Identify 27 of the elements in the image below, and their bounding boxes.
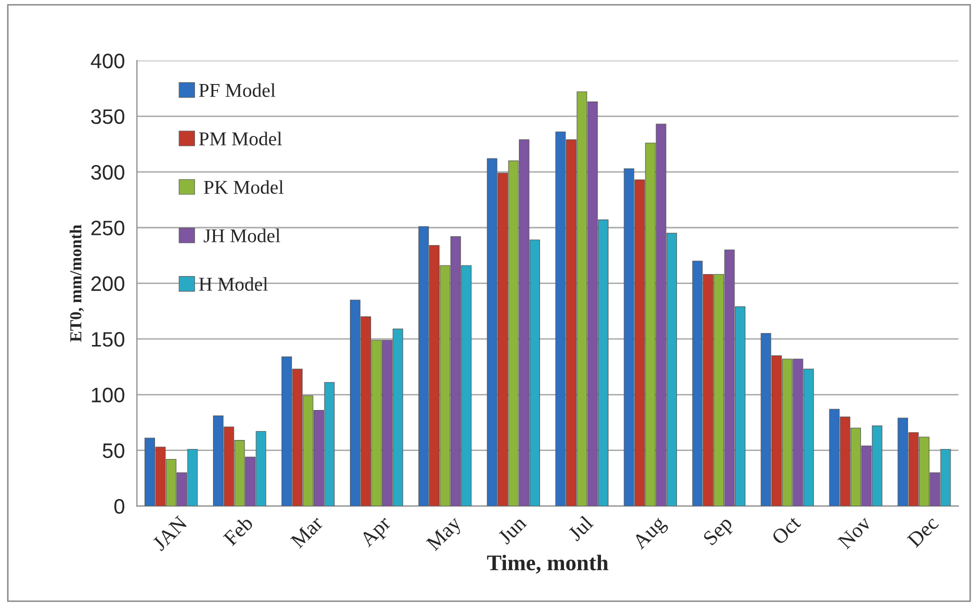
x-tick-label: Jul [566, 514, 594, 542]
x-tick-label: Dec [906, 515, 940, 548]
legend-label: PF Model [199, 83, 276, 97]
x-tick-label: Feb [222, 514, 254, 546]
x-tick-label: Jun [497, 515, 528, 545]
y-tick-label: 100 [92, 388, 124, 402]
legend-label: PM Model [199, 132, 282, 146]
x-tick-label: Mar [290, 515, 324, 549]
y-tick-label: 300 [91, 164, 124, 180]
y-tick-label: 200 [91, 276, 124, 292]
legend-label: H Model [199, 277, 268, 291]
y-tick-label: 250 [91, 220, 124, 236]
x-tick-label: Oct [771, 514, 802, 546]
x-tick-label: Apr [359, 514, 395, 550]
x-axis-title: Time, month [487, 554, 608, 574]
legend-label: PK Model [204, 180, 284, 194]
y-axis-title: ET0, mm/month [70, 224, 84, 342]
y-tick-label: 150 [92, 332, 124, 347]
x-tick-label: Sep [702, 515, 736, 549]
y-tick-label: 400 [90, 54, 124, 68]
x-tick-label: May [426, 514, 466, 554]
y-tick-label: 0 [114, 499, 124, 514]
x-tick-label: Aug [632, 515, 670, 553]
x-tick-label: Nov [837, 514, 872, 550]
y-tick-label: 50 [102, 443, 124, 458]
y-tick-label: 350 [91, 109, 124, 124]
legend-label: JH Model [204, 228, 280, 242]
